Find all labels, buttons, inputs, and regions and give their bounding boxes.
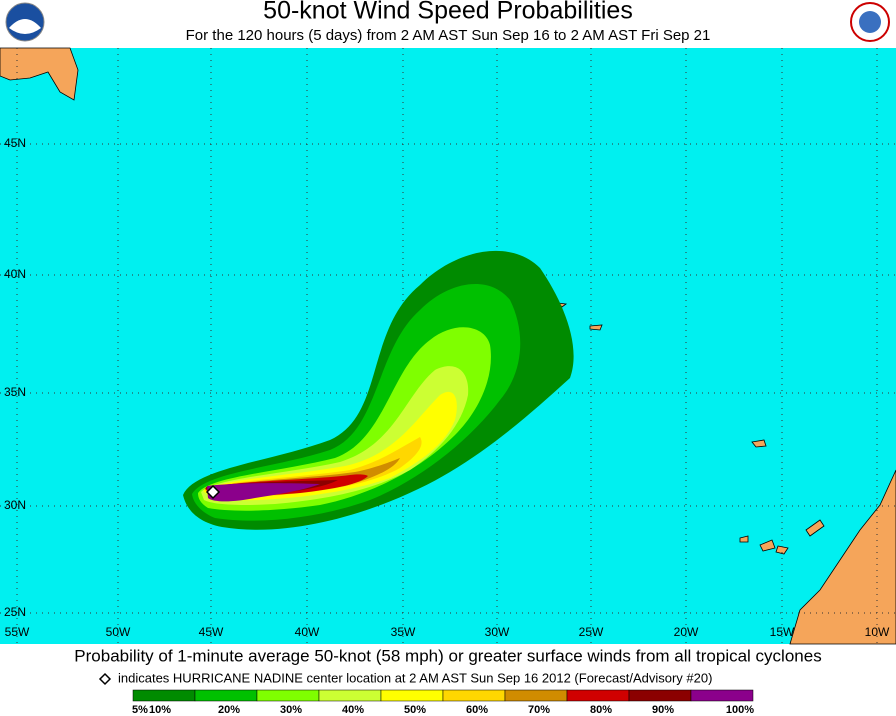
lon-label: 20W — [674, 625, 699, 639]
legend-swatch — [504, 689, 568, 702]
storm-center — [205, 484, 221, 500]
newfoundland — [0, 47, 79, 101]
lon-label: 35W — [391, 625, 416, 639]
lon-label: 30W — [485, 625, 510, 639]
legend-swatch — [132, 689, 196, 702]
lat-label: 40N — [4, 267, 26, 281]
legend-swatch — [442, 689, 506, 702]
caption: Probability of 1-minute average 50-knot … — [74, 646, 821, 665]
nws-logo — [850, 2, 890, 42]
lat-label: 45N — [4, 136, 26, 150]
legend-label: 5% — [132, 704, 148, 716]
legend-label: 40% — [342, 704, 364, 716]
map — [0, 47, 896, 645]
legend-swatch — [628, 689, 692, 702]
legend-label: 100% — [726, 704, 754, 716]
legend-label: 50% — [404, 704, 426, 716]
legend-label: 20% — [218, 704, 240, 716]
legend-swatch — [256, 689, 320, 702]
legend-swatch — [380, 689, 444, 702]
note: indicates HURRICANE NADINE center locati… — [118, 670, 712, 685]
lon-label: 40W — [295, 625, 320, 639]
legend-label: 90% — [652, 704, 674, 716]
probability-band — [198, 327, 491, 511]
lat-label: 25N — [4, 605, 26, 619]
legend-label: 80% — [590, 704, 612, 716]
legend-swatch — [690, 689, 754, 702]
legend-label: 30% — [280, 704, 302, 716]
lon-label: 25W — [579, 625, 604, 639]
probability-band — [203, 391, 457, 501]
subtitle: For the 120 hours (5 days) from 2 AM AST… — [186, 27, 711, 44]
lat-label: 30N — [4, 498, 26, 512]
title: 50-knot Wind Speed Probabilities — [263, 0, 633, 25]
probability-band — [207, 483, 320, 502]
africa — [789, 469, 896, 645]
legend-swatch — [194, 689, 258, 702]
lon-label: 10W — [865, 625, 890, 639]
legend: 5% 10% 20% 30% 40% 50% 60% 70% 80% 90% 100% — [132, 689, 754, 716]
lon-label: 50W — [106, 625, 131, 639]
legend-label: 70% — [528, 704, 550, 716]
lat-label: 35N — [4, 385, 26, 399]
legend-swatch — [318, 689, 382, 702]
legend-label: 10% — [149, 704, 171, 716]
lon-label: 45W — [199, 625, 224, 639]
noaa-logo — [5, 2, 45, 42]
lon-label: 15W — [770, 625, 795, 639]
legend-diamond — [98, 672, 112, 686]
legend-swatch — [566, 689, 630, 702]
probability-contours — [183, 250, 574, 530]
legend-label: 60% — [466, 704, 488, 716]
lon-label: 55W — [5, 625, 30, 639]
